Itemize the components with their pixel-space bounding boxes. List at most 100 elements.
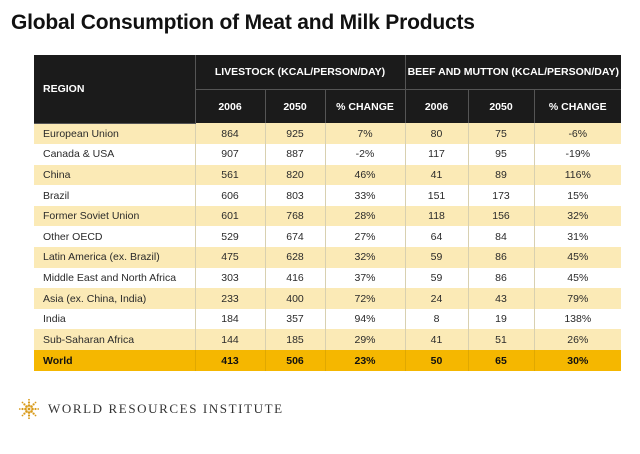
value-cell: 628: [264, 247, 325, 268]
table-row: Brazil 606 803 33% 151 173 15%: [34, 185, 622, 206]
value-cell: 86: [467, 247, 535, 268]
value-cell: 413: [194, 350, 265, 372]
region-cell: Former Soviet Union: [34, 205, 195, 227]
region-cell: India: [34, 308, 195, 330]
region-cell: Canada & USA: [34, 144, 195, 165]
table-row: Middle East and North Africa 303 416 37% 59 8…: [34, 267, 622, 289]
table-row: Former Soviet Union 601 768 28% 118 156 32%: [34, 205, 622, 227]
value-cell: 8: [404, 308, 469, 330]
value-cell: 233: [194, 288, 265, 309]
region-cell: Asia (ex. China, India): [34, 288, 195, 309]
logo-text: WORLD RESOURCES INSTITUTE: [48, 401, 284, 416]
value-cell: 59: [404, 267, 469, 289]
wri-star-logo-icon: [18, 398, 40, 420]
value-cell: -2%: [324, 144, 406, 165]
value-cell: 41: [404, 164, 469, 186]
value-cell: 185: [264, 329, 325, 351]
value-cell: 506: [264, 350, 325, 372]
wri-logo: WORLD RESOURCES INSTITUTE: [18, 398, 284, 420]
livestock-group-header: LIVESTOCK (KCAL/PERSON/DAY): [194, 55, 406, 90]
region-cell: World: [34, 350, 195, 372]
value-cell: 117: [404, 144, 469, 165]
consumption-table-container: REGION LIVESTOCK (KCAL/PERSON/DAY) BEEF …: [34, 55, 622, 372]
value-cell: 768: [264, 205, 325, 227]
table-row: Sub-Saharan Africa 144 185 29% 41 51 26%: [34, 329, 622, 351]
value-cell: 45%: [533, 247, 622, 268]
value-cell: 43: [467, 288, 535, 309]
value-cell: 45%: [533, 267, 622, 289]
table-row: China 561 820 46% 41 89 116%: [34, 164, 622, 186]
value-cell: 156: [467, 205, 535, 227]
value-cell: 84: [467, 226, 535, 248]
table-row: Other OECD 529 674 27% 64 84 31%: [34, 226, 622, 248]
value-cell: 30%: [533, 350, 622, 372]
value-cell: 184: [194, 308, 265, 330]
table-row: European Union 864 925 7% 80 75 -6%: [34, 123, 622, 145]
region-cell: Sub-Saharan Africa: [34, 329, 195, 351]
value-cell: 32%: [533, 205, 622, 227]
value-cell: 144: [194, 329, 265, 351]
table-row: India 184 357 94% 8 19 138%: [34, 308, 622, 330]
region-cell: Middle East and North Africa: [34, 267, 195, 289]
value-cell: 118: [404, 205, 469, 227]
value-cell: 33%: [324, 185, 406, 206]
region-cell: European Union: [34, 123, 195, 145]
value-cell: 37%: [324, 267, 406, 289]
column-header: % CHANGE: [533, 89, 622, 123]
column-header: 2050: [467, 89, 535, 123]
value-cell: 28%: [324, 205, 406, 227]
value-cell: 72%: [324, 288, 406, 309]
value-cell: 606: [194, 185, 265, 206]
value-cell: 925: [264, 123, 325, 145]
value-cell: 86: [467, 267, 535, 289]
table-row: Latin America (ex. Brazil) 475 628 32% 59 86 4…: [34, 247, 622, 268]
value-cell: 116%: [533, 164, 622, 186]
value-cell: 95: [467, 144, 535, 165]
value-cell: 820: [264, 164, 325, 186]
value-cell: 475: [194, 247, 265, 268]
value-cell: 64: [404, 226, 469, 248]
value-cell: 51: [467, 329, 535, 351]
value-cell: 303: [194, 267, 265, 289]
value-cell: 529: [194, 226, 265, 248]
header-row-years: 2006 2050 % CHANGE 2006 2050 % CHANGE: [34, 89, 622, 123]
value-cell: 173: [467, 185, 535, 206]
value-cell: 674: [264, 226, 325, 248]
value-cell: 864: [194, 123, 265, 145]
value-cell: 138%: [533, 308, 622, 330]
page-title: Global Consumption of Meat and Milk Prod…: [11, 11, 475, 34]
column-header: % CHANGE: [324, 89, 406, 123]
value-cell: 23%: [324, 350, 406, 372]
column-header: 2006: [404, 89, 469, 123]
column-header: 2006: [194, 89, 265, 123]
value-cell: 79%: [533, 288, 622, 309]
value-cell: 75: [467, 123, 535, 145]
value-cell: 29%: [324, 329, 406, 351]
value-cell: 94%: [324, 308, 406, 330]
value-cell: 15%: [533, 185, 622, 206]
value-cell: 65: [467, 350, 535, 372]
value-cell: 41: [404, 329, 469, 351]
value-cell: -19%: [533, 144, 622, 165]
value-cell: 803: [264, 185, 325, 206]
value-cell: -6%: [533, 123, 622, 145]
value-cell: 907: [194, 144, 265, 165]
value-cell: 46%: [324, 164, 406, 186]
region-cell: Latin America (ex. Brazil): [34, 247, 195, 268]
value-cell: 89: [467, 164, 535, 186]
table-row: Asia (ex. China, India) 233 400 72% 24 43 79%: [34, 288, 622, 309]
value-cell: 59: [404, 247, 469, 268]
value-cell: 400: [264, 288, 325, 309]
value-cell: 887: [264, 144, 325, 165]
value-cell: 7%: [324, 123, 406, 145]
region-column-header: REGION: [34, 55, 195, 124]
value-cell: 80: [404, 123, 469, 145]
value-cell: 561: [194, 164, 265, 186]
table-row: Canada & USA 907 887 -2% 117 95 -19%: [34, 144, 622, 165]
column-header: 2050: [264, 89, 325, 123]
value-cell: 27%: [324, 226, 406, 248]
region-cell: Brazil: [34, 185, 195, 206]
value-cell: 31%: [533, 226, 622, 248]
value-cell: 26%: [533, 329, 622, 351]
region-cell: Other OECD: [34, 226, 195, 248]
